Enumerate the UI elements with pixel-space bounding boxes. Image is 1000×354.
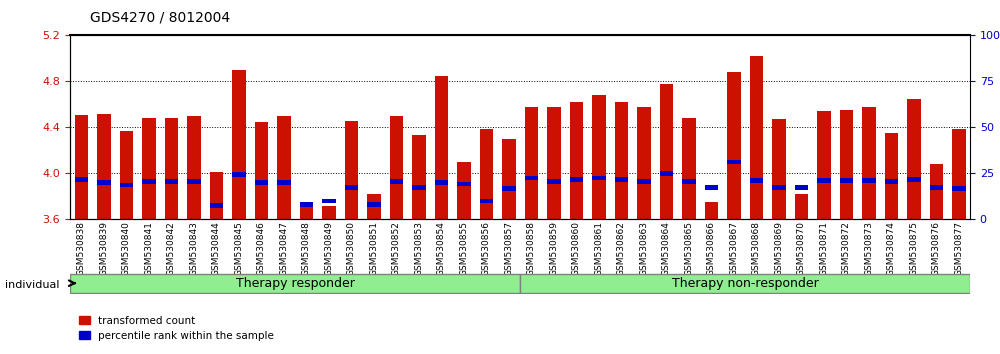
Bar <box>794 185 808 189</box>
Bar <box>952 129 966 219</box>
Bar <box>930 185 943 189</box>
Bar <box>682 179 696 184</box>
Bar <box>592 95 606 219</box>
Bar <box>390 116 403 219</box>
Bar <box>277 180 290 185</box>
Bar <box>750 56 763 219</box>
Bar <box>547 107 560 219</box>
Bar <box>704 202 718 219</box>
Bar <box>502 139 516 219</box>
Bar <box>390 179 403 184</box>
Bar <box>862 178 876 183</box>
Legend: transformed count, percentile rank within the sample: transformed count, percentile rank withi… <box>75 312 278 345</box>
Bar <box>502 186 516 191</box>
Bar <box>164 179 178 184</box>
Bar <box>120 131 133 219</box>
Bar <box>254 180 268 185</box>
FancyBboxPatch shape <box>520 274 970 293</box>
Bar <box>817 111 831 219</box>
Bar <box>322 206 336 219</box>
Bar <box>727 160 740 164</box>
FancyBboxPatch shape <box>70 274 520 293</box>
Bar <box>885 179 898 184</box>
Bar <box>862 107 876 219</box>
Bar <box>524 176 538 180</box>
Bar <box>434 180 448 185</box>
Bar <box>97 114 110 219</box>
Bar <box>97 180 110 185</box>
Bar <box>727 72 740 219</box>
Bar <box>592 176 606 180</box>
Bar <box>660 171 673 176</box>
Bar <box>840 110 853 219</box>
Bar <box>457 182 471 186</box>
Bar <box>840 178 853 183</box>
Bar <box>277 116 290 219</box>
Bar <box>232 172 246 177</box>
Bar <box>210 172 223 219</box>
Bar <box>344 120 358 219</box>
Bar <box>750 178 763 183</box>
Bar <box>885 133 898 219</box>
Bar <box>952 186 966 191</box>
Bar <box>637 107 650 219</box>
Bar <box>74 177 88 182</box>
Bar <box>300 202 313 207</box>
Text: GDS4270 / 8012004: GDS4270 / 8012004 <box>90 11 230 25</box>
Bar <box>120 183 133 187</box>
Bar <box>300 206 313 219</box>
Bar <box>704 185 718 189</box>
Bar <box>794 194 808 219</box>
Bar <box>480 199 493 203</box>
Bar <box>614 177 628 182</box>
Text: individual: individual <box>5 280 60 290</box>
Text: Therapy non-responder: Therapy non-responder <box>672 277 818 290</box>
Bar <box>74 115 88 219</box>
Bar <box>480 129 493 219</box>
Bar <box>164 118 178 219</box>
Bar <box>254 122 268 219</box>
Bar <box>907 99 921 219</box>
Bar <box>547 179 560 184</box>
Bar <box>570 102 583 219</box>
Bar <box>660 84 673 219</box>
Bar <box>367 202 380 207</box>
Bar <box>817 178 831 183</box>
Bar <box>682 118 696 219</box>
Bar <box>142 179 156 184</box>
Bar <box>142 118 156 219</box>
Bar <box>637 179 650 184</box>
Bar <box>907 177 921 182</box>
Text: Therapy responder: Therapy responder <box>236 277 354 290</box>
Bar <box>412 136 426 219</box>
Bar <box>412 185 426 189</box>
Bar <box>772 185 786 189</box>
Bar <box>524 107 538 219</box>
Bar <box>322 199 336 203</box>
Bar <box>457 162 471 219</box>
Bar <box>570 177 583 182</box>
Bar <box>434 76 448 219</box>
Bar <box>930 164 943 219</box>
Bar <box>367 194 380 219</box>
Bar <box>187 179 200 184</box>
Bar <box>210 203 223 208</box>
Bar <box>614 102 628 219</box>
Bar <box>344 185 358 189</box>
Bar <box>187 116 200 219</box>
Bar <box>232 70 246 219</box>
Bar <box>772 119 786 219</box>
